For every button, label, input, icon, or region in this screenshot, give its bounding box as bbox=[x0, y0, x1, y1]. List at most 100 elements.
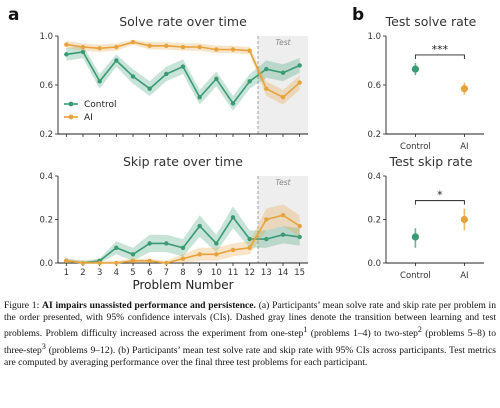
skip-xtick-label: 5 bbox=[130, 268, 135, 278]
skip-control-point bbox=[130, 252, 136, 257]
solve-control-point bbox=[180, 64, 186, 69]
test_skip-ytick-label: 0.2 bbox=[367, 216, 381, 226]
skip-control-point bbox=[297, 234, 302, 240]
skip-control-point bbox=[114, 245, 119, 250]
skip-ai-point bbox=[280, 212, 286, 218]
skip-ai-point bbox=[114, 260, 119, 266]
solve-ai-point bbox=[97, 46, 102, 51]
test_skip-sig-label: * bbox=[437, 189, 443, 202]
skip-xtick-label: 6 bbox=[147, 268, 152, 278]
caption-text-1: (a) Participants’ mean solve rate and sk… bbox=[4, 300, 497, 340]
solve-ai-point bbox=[264, 86, 269, 91]
solve-ai-point bbox=[230, 47, 236, 52]
test-skip-rate-chart: Test skip rate 0.0 0.2 0.4 Control AI * bbox=[367, 154, 484, 281]
panel-b-label: b bbox=[352, 5, 364, 25]
skip-ai-point bbox=[197, 252, 202, 257]
test_solve-point-ai bbox=[460, 85, 468, 93]
skip-ytick-label: 0.2 bbox=[39, 216, 53, 226]
solve-title: Solve rate over time bbox=[119, 14, 247, 29]
test_solve-xtick-label: Control bbox=[400, 142, 431, 152]
solve-ai-point bbox=[147, 43, 152, 48]
caption-text-4: (problems 9–12). (b) Participants’ mean … bbox=[4, 344, 496, 369]
solve-control-point bbox=[214, 76, 219, 82]
test_solve-ytick-label: 0.6 bbox=[367, 81, 381, 91]
skip-ai-point bbox=[214, 252, 219, 257]
skip-xlabel: Problem Number bbox=[132, 278, 233, 292]
solve-control-point bbox=[80, 49, 86, 55]
test_skip-ytick-label: 0.0 bbox=[367, 259, 381, 269]
skip-ai-point bbox=[180, 256, 186, 261]
skip-xtick-label: 12 bbox=[244, 268, 255, 278]
solve-ai-point bbox=[247, 48, 252, 53]
solve-ytick-label: 0.2 bbox=[39, 130, 53, 140]
solve-control-point bbox=[197, 95, 202, 100]
skip-xtick-label: 2 bbox=[80, 268, 85, 278]
solve-rate-chart: Solve rate over time Test 0.2 0.6 1.0 Control… bbox=[39, 14, 308, 140]
skip-xtick-label: 13 bbox=[261, 268, 272, 278]
caption-prefix: Figure 1: bbox=[4, 300, 43, 311]
skip-xtick-label: 1 bbox=[64, 268, 69, 278]
test_skip-point-ai bbox=[460, 215, 468, 224]
caption-bold: AI impairs unassisted performance and pe… bbox=[42, 300, 256, 311]
caption-sup-2: 2 bbox=[417, 325, 422, 335]
skip-control-point bbox=[247, 236, 252, 242]
skip-control-point bbox=[147, 241, 152, 246]
figure-caption: Figure 1: AI impairs unassisted performa… bbox=[4, 300, 496, 369]
skip-ai-point bbox=[97, 260, 102, 266]
solve-legend-marker-control bbox=[68, 101, 74, 107]
skip-xtick-label: 15 bbox=[294, 268, 305, 278]
figure-canvas: a b Solve rate over time Test 0.2 0.6 1.0 Con… bbox=[8, 5, 484, 292]
skip-ytick-label: 0.0 bbox=[39, 259, 53, 269]
caption-text-3: (problems 5–8) to three-step bbox=[4, 328, 496, 356]
solve-ai-point bbox=[164, 43, 169, 48]
solve-ai-point bbox=[197, 44, 202, 50]
solve-ai-point bbox=[297, 80, 302, 85]
skip-ai-point bbox=[64, 258, 69, 264]
solve-ytick-label: 1.0 bbox=[39, 32, 53, 42]
skip-xtick-label: 14 bbox=[278, 268, 289, 278]
solve-control-point bbox=[230, 101, 236, 106]
skip-control-point bbox=[164, 241, 169, 246]
solve-control-point bbox=[297, 63, 302, 68]
skip-control-point bbox=[214, 241, 219, 246]
solve-control-point bbox=[164, 71, 169, 77]
test_solve-sig-bracket bbox=[414, 54, 465, 59]
test_solve-title: Test solve rate bbox=[385, 14, 477, 29]
solve-legend-label-ai: AI bbox=[84, 113, 93, 123]
solve-control-point bbox=[97, 79, 102, 84]
skip-xtick-label: 11 bbox=[228, 268, 239, 278]
test_solve-ytick-label: 1.0 bbox=[367, 32, 381, 42]
test_solve-ytick-label: 0.2 bbox=[367, 130, 381, 140]
solve-test-region bbox=[258, 36, 308, 134]
solve-legend-marker-ai bbox=[68, 114, 74, 120]
panel-a-label: a bbox=[8, 5, 19, 25]
test_skip-title: Test skip rate bbox=[388, 154, 472, 169]
skip-ytick-label: 0.4 bbox=[39, 172, 53, 182]
skip-control-ci-band bbox=[66, 206, 300, 263]
skip-ai-point bbox=[297, 223, 302, 229]
solve-control-point bbox=[147, 86, 152, 91]
solve-control-point bbox=[64, 52, 69, 57]
skip-control-point bbox=[264, 236, 269, 242]
test-solve-rate-chart: Test solve rate 0.2 0.6 1.0 Control AI *** bbox=[367, 14, 484, 152]
test_solve-xtick-label: AI bbox=[460, 142, 468, 152]
solve-ai-point bbox=[214, 47, 219, 52]
skip-xtick-label: 10 bbox=[211, 268, 222, 278]
solve-ai-point bbox=[130, 39, 136, 45]
skip-test-label: Test bbox=[275, 178, 291, 187]
skip-control-point bbox=[230, 215, 236, 220]
test_skip-point-control bbox=[411, 233, 419, 241]
skip-control-point bbox=[280, 232, 286, 237]
solve-ai-ci-band bbox=[66, 39, 300, 105]
skip-ai-point bbox=[80, 260, 86, 266]
solve-control-point bbox=[280, 70, 286, 75]
solve-control-point bbox=[130, 74, 136, 79]
solve-control-point bbox=[264, 66, 269, 72]
solve-ai-point bbox=[280, 95, 286, 100]
test_solve-point-control bbox=[411, 65, 419, 73]
caption-sup-1: 1 bbox=[303, 325, 308, 335]
skip-control-point bbox=[180, 245, 186, 250]
solve-ytick-label: 0.6 bbox=[39, 81, 53, 91]
test_solve-sig-label: *** bbox=[432, 43, 449, 56]
skip-xtick-label: 9 bbox=[197, 268, 202, 278]
